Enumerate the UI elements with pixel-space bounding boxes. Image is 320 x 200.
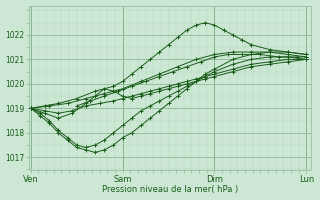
X-axis label: Pression niveau de la mer( hPa ): Pression niveau de la mer( hPa ): [102, 185, 238, 194]
